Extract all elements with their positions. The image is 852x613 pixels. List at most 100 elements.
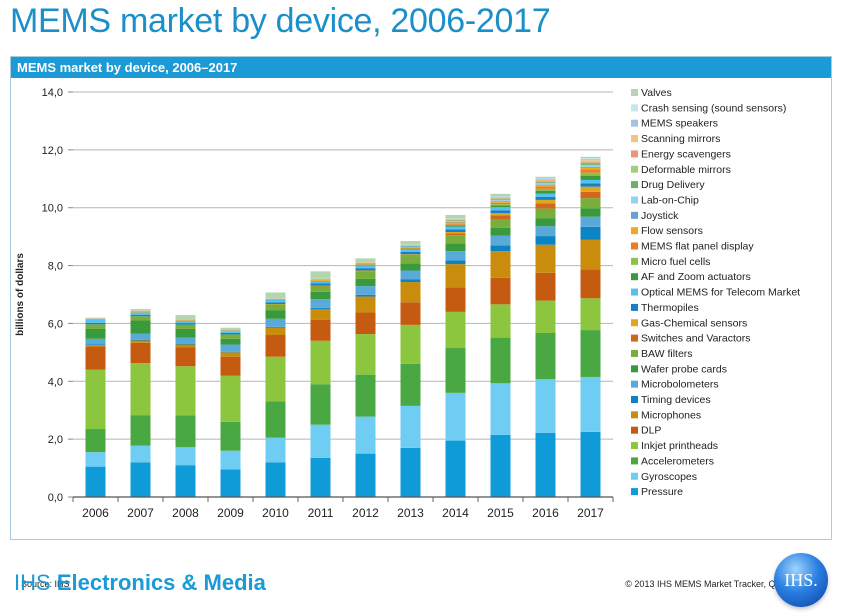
- bar-segment: [310, 286, 331, 292]
- bar-segment: [490, 337, 511, 384]
- bar-segment: [445, 218, 466, 220]
- bar-segment: [535, 178, 556, 180]
- x-tick-label: 2010: [262, 506, 289, 520]
- bar-segment: [580, 198, 601, 209]
- bar-segment: [400, 251, 421, 255]
- bar-segment: [400, 246, 421, 248]
- legend-swatch: [631, 211, 638, 219]
- copyright-note: © 2013 IHS MEMS Market Tracker, Q3 2013: [625, 579, 803, 589]
- bar-segment: [535, 199, 556, 204]
- bar-segment: [400, 248, 421, 250]
- legend-label: MEMS flat panel display: [641, 241, 754, 253]
- bar-segment: [265, 299, 286, 300]
- bar-segment: [490, 213, 511, 216]
- legend-label: Microbolometers: [641, 379, 719, 391]
- legend-swatch: [631, 288, 638, 296]
- bar-segment: [445, 222, 466, 224]
- bar-segment: [130, 308, 151, 311]
- bar-segment: [535, 272, 556, 301]
- bar-segment: [355, 296, 376, 313]
- bar-segment: [310, 319, 331, 341]
- bar-segment: [400, 249, 421, 252]
- bar-segment: [535, 197, 556, 200]
- legend-swatch: [631, 273, 638, 281]
- bar-segment: [445, 223, 466, 225]
- legend-label: Lab-on-Chip: [641, 194, 699, 206]
- bar-segment: [310, 307, 331, 309]
- bar-segment: [355, 265, 376, 267]
- legend-swatch: [631, 119, 638, 127]
- bar-segment: [490, 198, 511, 199]
- bar-segment: [535, 180, 556, 182]
- bar-segment: [445, 264, 466, 288]
- bar-segment: [490, 218, 511, 228]
- legend-label: Deformable mirrors: [641, 164, 731, 176]
- bar-segment: [445, 224, 466, 226]
- bar-segment: [580, 161, 601, 163]
- brand-name: Electronics & Media: [56, 570, 266, 595]
- bar-segment: [130, 462, 151, 497]
- bar-segment: [175, 366, 196, 416]
- bar-segment: [400, 263, 421, 271]
- bar-segment: [445, 218, 466, 220]
- bar-segment: [580, 156, 601, 159]
- bar-segment: [310, 424, 331, 458]
- bar-segment: [220, 344, 241, 352]
- bar-segment: [400, 245, 421, 247]
- bar-segment: [580, 226, 601, 240]
- bar-segment: [265, 302, 286, 305]
- bar-segment: [265, 304, 286, 311]
- bar-segment: [310, 457, 331, 497]
- bar-segment: [310, 285, 331, 287]
- bar-segment: [265, 298, 286, 300]
- bar-segment: [355, 265, 376, 266]
- bar-segment: [490, 201, 511, 203]
- bar-segment: [400, 324, 421, 364]
- bar-segment: [580, 298, 601, 331]
- y-tick-label: 8,0: [48, 261, 63, 273]
- source-note: Source: IHS: [21, 579, 70, 589]
- bar-segment: [355, 294, 376, 297]
- legend-label: Switches and Varactors: [641, 333, 751, 345]
- bar-segment: [175, 415, 196, 448]
- bar-segment: [130, 310, 151, 312]
- bar-segment: [400, 248, 421, 250]
- bar-segment: [535, 203, 556, 209]
- stacked-bar-chart: 0,0 2,0 4,0 6,0 8,0 10,0 12,0 14,0 billions of d…: [15, 87, 800, 520]
- bar-segment: [130, 340, 151, 343]
- bar-segment: [355, 264, 376, 266]
- legend-label: Joystick: [641, 210, 679, 222]
- brand-footer: IHS Electronics & Media: [14, 570, 266, 596]
- bar-segment: [85, 429, 106, 453]
- bar-segment: [580, 216, 601, 227]
- bar-segment: [265, 356, 286, 402]
- bar-segment: [400, 302, 421, 325]
- bar-segment: [400, 255, 421, 257]
- legend-label: Crash sensing (sound sensors): [641, 102, 786, 114]
- bar-segment: [580, 166, 601, 168]
- chart-title: MEMS market by device, 2006–2017: [11, 57, 831, 78]
- bar-segment: [580, 164, 601, 167]
- bar-segment: [175, 337, 196, 344]
- legend-label: Inkjet printheads: [641, 440, 718, 452]
- bar-segment: [310, 279, 331, 280]
- bar-segment: [130, 316, 151, 321]
- bar-segment: [490, 227, 511, 236]
- bar-segment: [580, 191, 601, 199]
- bar-segment: [400, 240, 421, 245]
- legend-swatch: [631, 242, 638, 250]
- legend-label: Valves: [641, 87, 672, 99]
- x-tick-label: 2016: [532, 506, 559, 520]
- bar-segment: [580, 183, 601, 187]
- bar-segment: [220, 329, 241, 331]
- legend-swatch: [631, 442, 638, 450]
- bar-segment: [445, 229, 466, 233]
- bar-segment: [355, 271, 376, 279]
- bar-segment: [355, 265, 376, 269]
- bar-segment: [85, 452, 106, 467]
- bar-segment: [535, 236, 556, 245]
- bar-segment: [220, 329, 241, 331]
- bar-segment: [535, 186, 556, 189]
- bar-segment: [490, 204, 511, 206]
- bar-segment: [130, 333, 151, 340]
